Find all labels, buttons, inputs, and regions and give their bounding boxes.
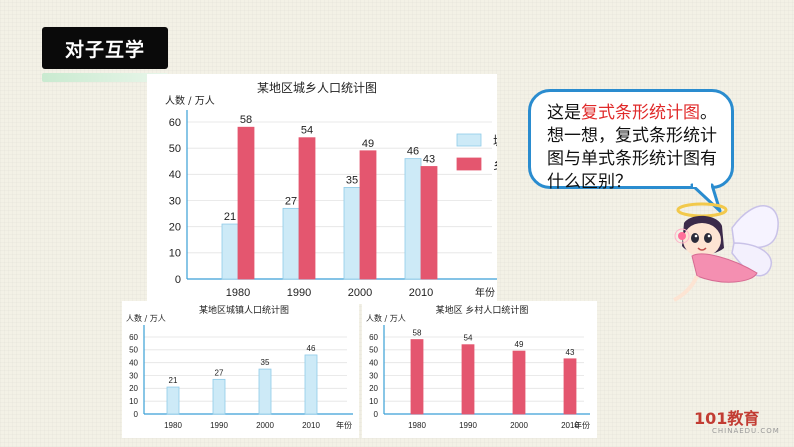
data-label: 49 [362,138,374,150]
bubble-line1-end: 。 [700,103,717,123]
y-tick-label: 50 [369,346,378,355]
legend-swatch-urban [456,133,482,147]
bar-urban-1990 [212,378,226,415]
y-tick-label: 40 [369,358,378,367]
data-label: 46 [407,146,419,158]
y-tick-label: 60 [129,333,138,342]
x-tick-label: 2010 [302,421,320,430]
y-tick-label: 20 [369,384,378,393]
x-axis-label: 年份 [574,420,590,430]
chart-title: 某地区城镇人口统计图 [199,304,289,316]
logo-mark: 101教育 [694,409,760,428]
y-tick-label: 10 [129,397,138,406]
legend-label-rural: 乡村 [493,158,497,172]
data-label: 27 [285,195,297,207]
y-tick-label: 0 [134,410,139,419]
bar-rural-2010 [420,166,438,280]
logo-sub: CHINAEDU.COM [712,427,780,435]
y-tick-label: 0 [374,410,379,419]
data-label: 43 [423,153,435,165]
angel-cartoon-illustration [673,202,779,302]
y-tick-label: 10 [169,248,181,260]
bar-urban-2000 [258,368,272,415]
bar-urban-1980 [221,223,239,280]
compound-chart-panel: 某地区城乡人口统计图人数 / 万人 0 10 20 30 40 50 60 年份 1980 21 58… [147,74,497,304]
chart-title: 某地区 乡村人口统计图 [436,304,529,316]
data-label: 21 [224,211,236,223]
x-tick-label: 2000 [348,287,372,299]
x-axis-label: 年份 [475,286,495,299]
bar-rural-1990 [298,137,316,280]
data-label: 35 [346,174,358,186]
y-axis-label: 人数 / 万人 [165,94,215,107]
y-tick-label: 0 [175,274,181,286]
y-tick-label: 20 [169,222,181,234]
bar-urban-1990 [282,207,300,280]
data-label: 27 [215,368,224,377]
data-label: 46 [307,344,316,353]
x-tick-label: 2010 [561,421,579,430]
data-label: 54 [464,334,473,343]
chart-title: 某地区城乡人口统计图 [257,81,377,95]
x-tick-label: 1990 [210,421,228,430]
x-tick-label: 1980 [226,287,250,299]
bar-urban-1980 [166,386,180,415]
bubble-prefix: 这是 [547,103,581,123]
bar-urban-2010 [404,158,422,280]
urban-chart-panel: 某地区城镇人口统计图人数 / 万人 0 10 20 30 40 50 60 年份 1980 21 19… [122,301,359,438]
y-axis-label: 人数 / 万人 [126,313,166,323]
y-tick-label: 10 [369,397,378,406]
x-tick-label: 1990 [459,421,477,430]
y-tick-label: 50 [169,143,181,155]
legend-label-urban: 城镇 [493,134,497,148]
bar-rural-2010 [563,358,577,415]
data-label: 21 [169,376,178,385]
y-tick-label: 40 [169,169,181,181]
data-label: 35 [261,358,270,367]
logo: 101教育 CHINAEDU.COM [694,405,780,435]
y-tick-label: 30 [369,371,378,380]
y-tick-label: 60 [369,333,378,342]
page-title-badge: 对子互学 [42,27,168,69]
data-label: 58 [413,329,422,338]
y-tick-label: 30 [169,195,181,207]
y-tick-label: 20 [129,384,138,393]
x-axis-label: 年份 [336,420,352,430]
x-tick-label: 2000 [256,421,274,430]
bubble-highlight: 复式条形统计图 [581,103,700,123]
bar-urban-2000 [343,187,361,280]
bubble-question: 想一想，复式条形统计图与单式条形统计图有什么区别？ [547,126,717,192]
bar-rural-2000 [512,350,526,415]
x-tick-label: 2010 [409,287,433,299]
bar-rural-1990 [461,344,475,415]
data-label: 49 [515,340,524,349]
y-tick-label: 50 [129,346,138,355]
y-tick-label: 60 [169,117,181,129]
data-label: 58 [240,114,252,126]
data-label: 54 [301,125,313,137]
bar-rural-1980 [410,339,424,415]
y-tick-label: 40 [129,358,138,367]
title-underline [42,73,168,82]
x-tick-label: 1980 [408,421,426,430]
rural-chart-panel: 某地区 乡村人口统计图人数 / 万人 0 10 20 30 40 50 60 年份 1980 58 1… [362,301,597,438]
bar-rural-2000 [359,150,377,280]
y-axis-label: 人数 / 万人 [366,313,406,323]
x-tick-label: 2000 [510,421,528,430]
speech-bubble: 这是复式条形统计图。 想一想，复式条形统计图与单式条形统计图有什么区别？ [528,89,734,192]
legend-swatch-rural [456,157,482,171]
x-tick-label: 1980 [164,421,182,430]
bar-rural-1980 [237,126,255,280]
bar-urban-2010 [304,354,318,415]
x-tick-label: 1990 [287,287,311,299]
y-tick-label: 30 [129,371,138,380]
data-label: 43 [566,348,575,357]
